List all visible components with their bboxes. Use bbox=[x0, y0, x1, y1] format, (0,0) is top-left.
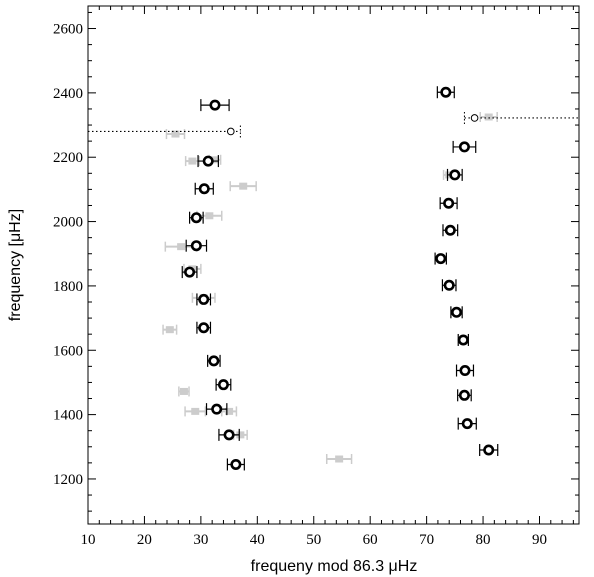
x-tick-label: 80 bbox=[476, 532, 491, 548]
y-tick-label: 2600 bbox=[53, 22, 83, 38]
data-point bbox=[451, 306, 463, 318]
data-point bbox=[483, 444, 495, 456]
data-point bbox=[335, 455, 344, 463]
y-tick-label: 1400 bbox=[53, 408, 83, 424]
data-point bbox=[449, 169, 461, 181]
series-small-open-circles-dotted-errorbars bbox=[87, 111, 580, 138]
data-point bbox=[211, 403, 223, 415]
data-point bbox=[190, 240, 202, 252]
data-point bbox=[202, 155, 214, 167]
data-point bbox=[179, 387, 188, 395]
x-tick-label: 10 bbox=[81, 532, 96, 548]
data-point bbox=[459, 365, 471, 377]
data-point bbox=[177, 243, 186, 251]
data-point bbox=[209, 99, 221, 111]
data-point bbox=[458, 389, 470, 401]
data-point bbox=[239, 182, 248, 190]
series-layer bbox=[87, 86, 580, 471]
y-axis-label: frequency [μHz] bbox=[7, 209, 24, 321]
data-point bbox=[198, 322, 210, 334]
plot-frame bbox=[87, 5, 580, 525]
x-tick-label: 20 bbox=[137, 532, 152, 548]
data-point bbox=[461, 418, 473, 430]
data-point bbox=[198, 183, 210, 195]
data-point bbox=[171, 130, 180, 138]
data-point bbox=[217, 379, 229, 391]
y-tick-label: 2200 bbox=[53, 150, 83, 166]
data-point bbox=[470, 114, 479, 122]
data-point bbox=[236, 431, 245, 439]
data-point bbox=[208, 355, 220, 367]
data-point bbox=[226, 127, 235, 136]
data-point bbox=[457, 334, 469, 346]
data-point bbox=[458, 141, 470, 153]
y-axis-ticks: 1200 1400 1600 1800 2000 2200 2400 2600 bbox=[53, 11, 579, 512]
y-tick-label: 2400 bbox=[53, 86, 83, 102]
data-point bbox=[205, 212, 214, 220]
x-tick-label: 30 bbox=[193, 532, 208, 548]
data-point bbox=[443, 197, 455, 209]
data-point bbox=[190, 212, 202, 224]
x-tick-label: 40 bbox=[250, 532, 265, 548]
data-point bbox=[188, 157, 197, 165]
x-tick-label: 70 bbox=[419, 532, 434, 548]
data-point bbox=[210, 156, 219, 164]
x-tick-label: 60 bbox=[363, 532, 378, 548]
data-point bbox=[444, 224, 456, 236]
x-axis-label: frequeny mod 86.3 μHz bbox=[251, 558, 418, 575]
data-point bbox=[443, 279, 455, 291]
y-tick-label: 1800 bbox=[53, 279, 83, 295]
x-tick-label: 90 bbox=[532, 532, 547, 548]
data-point bbox=[230, 458, 242, 470]
data-point bbox=[440, 86, 452, 98]
data-point bbox=[198, 293, 210, 305]
data-point bbox=[435, 253, 447, 265]
y-tick-label: 2000 bbox=[53, 215, 83, 231]
data-point bbox=[191, 407, 200, 415]
data-point bbox=[484, 113, 493, 121]
x-tick-label: 50 bbox=[306, 532, 321, 548]
data-point bbox=[223, 429, 235, 441]
x-axis-ticks: 10 20 30 40 50 60 70 80 90 bbox=[81, 6, 574, 548]
y-tick-label: 1200 bbox=[53, 472, 83, 488]
y-tick-label: 1600 bbox=[53, 343, 83, 359]
data-point bbox=[165, 326, 174, 334]
series-black-circles bbox=[181, 86, 499, 471]
data-point bbox=[184, 266, 196, 278]
data-point bbox=[225, 407, 234, 415]
